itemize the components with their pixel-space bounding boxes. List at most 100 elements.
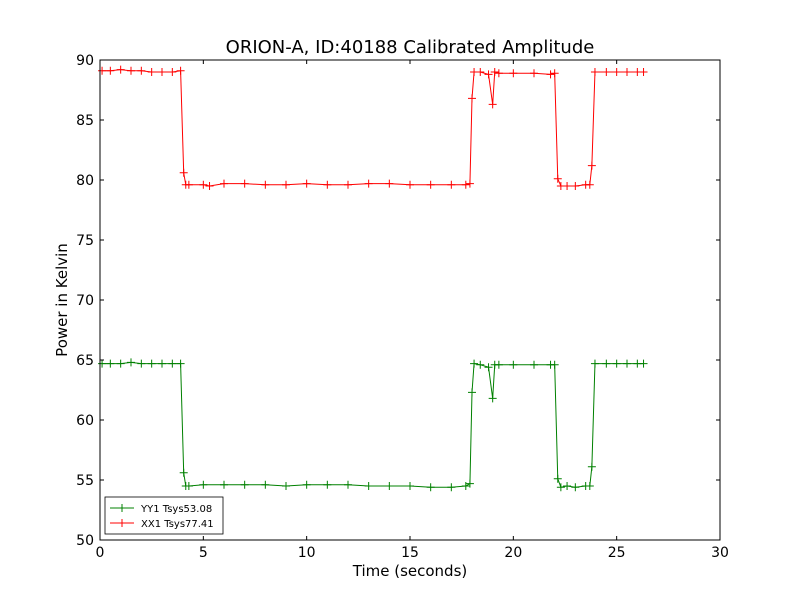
data-point xyxy=(127,358,135,367)
legend-marker xyxy=(118,504,126,512)
data-point xyxy=(179,168,188,177)
legend: YY1 Tsys53.08 XX1 Tsys77.41 xyxy=(104,496,224,535)
data-point xyxy=(168,359,177,368)
data-point xyxy=(184,482,193,490)
data-point xyxy=(240,179,249,188)
data-point xyxy=(98,66,107,75)
data-point xyxy=(447,483,456,492)
data-point xyxy=(639,68,648,76)
data-point xyxy=(176,359,185,368)
data-point xyxy=(563,182,572,190)
data-point xyxy=(602,68,611,76)
data-point xyxy=(116,65,125,74)
series-layer xyxy=(98,65,648,492)
data-point xyxy=(106,66,115,75)
data-point xyxy=(385,179,394,188)
data-point xyxy=(602,359,611,368)
x-tick-label: 10 xyxy=(298,545,316,561)
data-point xyxy=(426,180,435,189)
y-tick-label: 80 xyxy=(76,173,94,189)
data-point xyxy=(176,66,185,75)
data-point xyxy=(468,94,476,103)
x-tick-label: 20 xyxy=(504,545,522,561)
data-point xyxy=(476,68,485,76)
data-point xyxy=(179,468,188,477)
data-point xyxy=(585,482,594,490)
data-point xyxy=(546,70,555,79)
data-point xyxy=(465,179,474,188)
data-point xyxy=(488,100,497,109)
data-point xyxy=(563,482,572,490)
data-point xyxy=(261,480,270,489)
x-tick-label: 5 xyxy=(199,545,208,561)
data-point xyxy=(147,68,156,76)
data-point xyxy=(344,180,352,189)
data-point xyxy=(220,179,228,188)
y-tick-label: 55 xyxy=(76,473,94,489)
x-tick-label: 30 xyxy=(711,545,729,561)
x-axis-label: Time (seconds) xyxy=(352,562,468,580)
data-point xyxy=(465,479,474,488)
data-point xyxy=(137,359,146,368)
data-point xyxy=(385,482,394,490)
series-1 xyxy=(98,65,648,190)
data-point xyxy=(488,394,497,403)
y-tick-label: 70 xyxy=(76,293,94,309)
data-point xyxy=(158,68,166,76)
y-tick-label: 50 xyxy=(76,533,94,549)
plot-area xyxy=(100,60,720,540)
data-point xyxy=(494,360,503,369)
data-point xyxy=(168,68,177,76)
data-point xyxy=(98,359,107,368)
data-point xyxy=(590,68,599,76)
legend-label: XX1 Tsys77.41 xyxy=(141,519,214,530)
data-point xyxy=(364,179,373,188)
data-point xyxy=(199,180,208,189)
data-point xyxy=(556,483,565,492)
y-axis-label: Power in Kelvin xyxy=(53,243,71,357)
y-tick-label: 85 xyxy=(76,113,94,129)
data-point xyxy=(509,360,518,369)
data-point xyxy=(282,180,290,189)
data-point xyxy=(461,180,470,189)
data-point xyxy=(612,359,621,368)
ticks-layer: 0 5 10 15 20 25 30 50 55 60 65 70 75 80 85 90 xyxy=(76,53,729,561)
data-point xyxy=(137,66,146,75)
data-point xyxy=(406,482,414,490)
data-point xyxy=(302,480,311,489)
data-point xyxy=(484,70,493,79)
legend-entries: YY1 Tsys53.08 XX1 Tsys77.41 xyxy=(110,504,214,530)
data-point xyxy=(587,161,596,170)
series-0 xyxy=(98,358,648,492)
y-tick-label: 90 xyxy=(76,53,94,69)
data-point xyxy=(550,360,559,369)
data-point xyxy=(585,180,594,189)
data-point xyxy=(406,180,414,189)
data-point xyxy=(571,483,580,492)
data-point xyxy=(494,69,503,78)
series-line xyxy=(102,69,644,187)
data-point xyxy=(205,182,214,190)
data-point xyxy=(323,180,332,189)
data-point xyxy=(106,359,115,368)
data-point xyxy=(509,69,518,78)
legend-marker xyxy=(118,519,126,527)
y-tick-label: 75 xyxy=(76,233,94,249)
legend-label: YY1 Tsys53.08 xyxy=(140,504,212,515)
data-point xyxy=(116,359,125,368)
data-point xyxy=(639,359,648,368)
data-point xyxy=(184,180,193,189)
data-point xyxy=(470,359,479,368)
data-point xyxy=(199,480,208,489)
data-point xyxy=(553,174,562,183)
data-point xyxy=(530,69,538,78)
data-point xyxy=(220,480,228,489)
legend-box xyxy=(104,496,224,535)
data-point xyxy=(282,482,290,490)
x-tick-label: 25 xyxy=(608,545,626,561)
y-tick-label: 60 xyxy=(76,413,94,429)
data-point xyxy=(550,69,559,78)
data-point xyxy=(461,482,470,490)
data-point xyxy=(530,360,538,369)
